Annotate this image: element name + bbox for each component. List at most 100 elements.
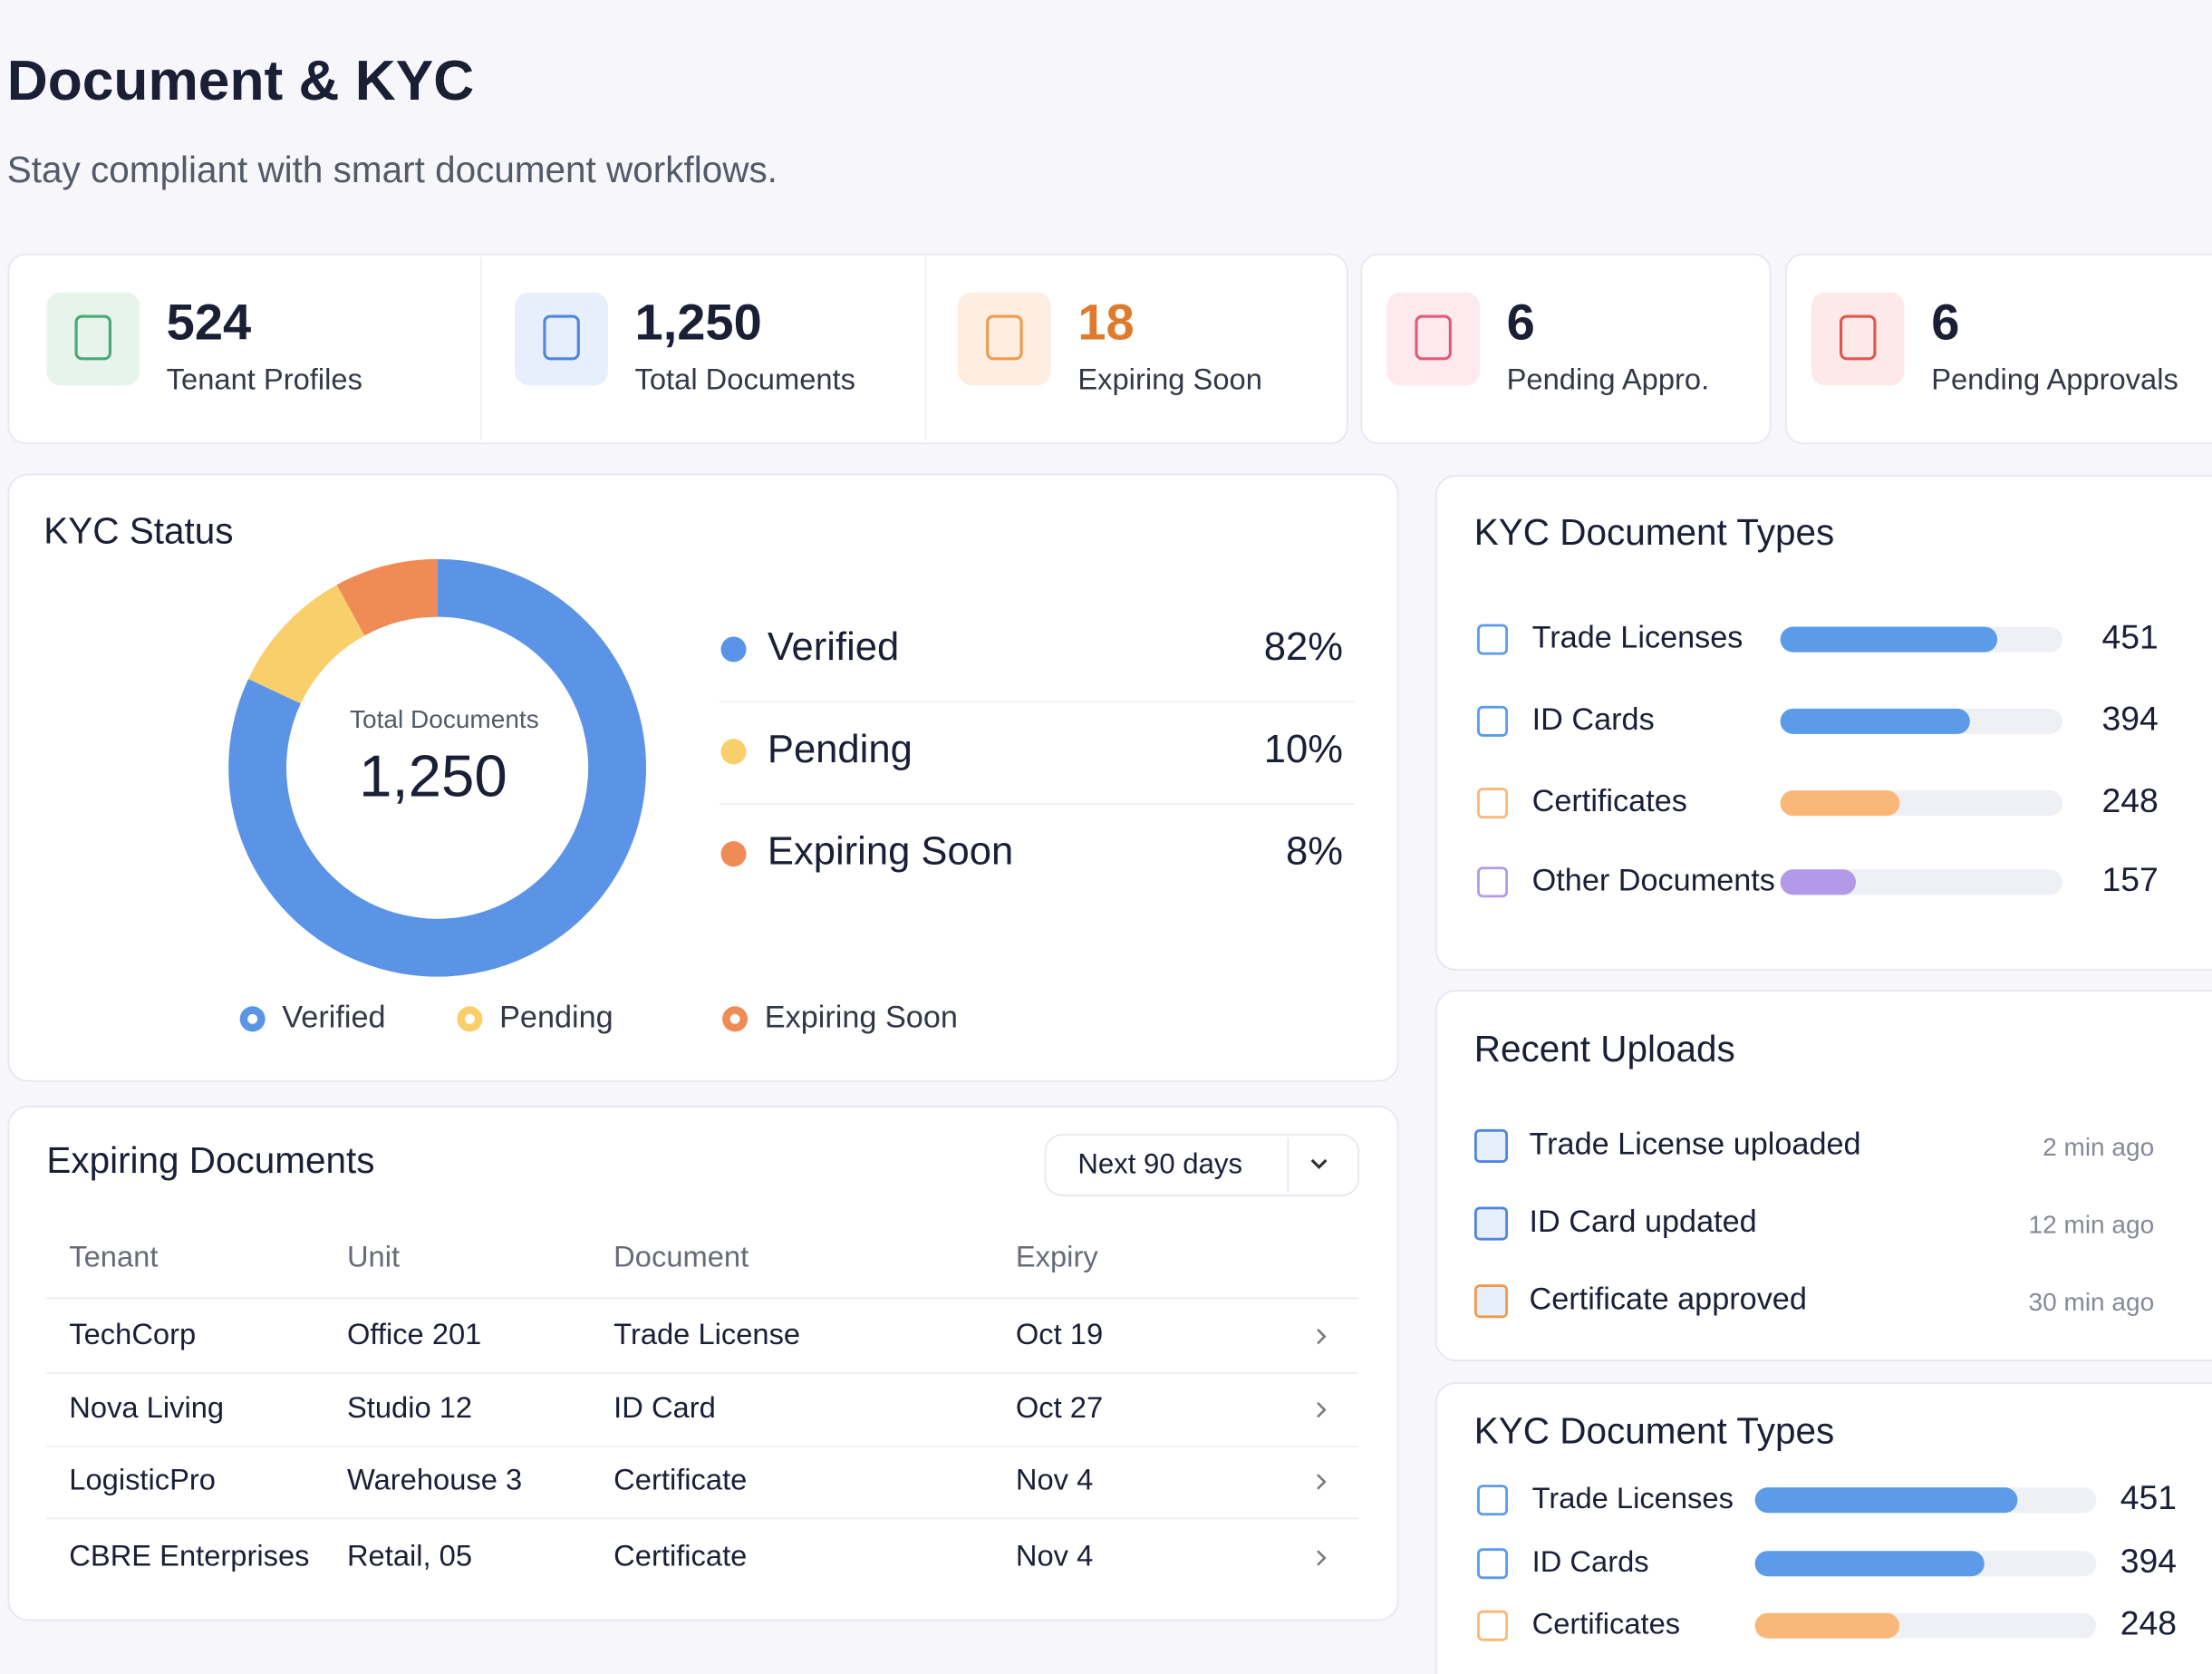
legend-value: 10% [1264,728,1343,771]
stat-icon-bg [515,292,608,386]
upload-text: ID Card updated [1530,1205,1757,1239]
stat-icon [986,314,1023,361]
column-header: Expiry [1016,1240,1098,1273]
doc-type-value: 248 [2120,1604,2177,1642]
legend-name: Pending [768,728,913,771]
card-title: KYC Status [43,509,233,551]
doc-type-name: Other Documents [1532,863,1775,897]
table-cell: ID Card [613,1390,716,1424]
bottom-legend-dot-inner [729,1013,740,1024]
stat-label: Tenant Profiles [167,362,362,395]
stat-icon [74,314,111,361]
donut-segment [248,585,366,705]
table-cell: Oct 19 [1016,1317,1103,1350]
doc-icon [1477,788,1509,819]
bar [1780,708,1970,734]
bottom-legend-name: Expiring Soon [765,1000,958,1034]
upload-icon [1473,1284,1509,1319]
row-chevron[interactable] [1317,1474,1327,1490]
bar [1780,869,1857,895]
doc-type-value: 248 [2101,781,2158,819]
stat-value: 1,250 [635,294,762,351]
legend-dot [720,739,747,765]
donut-segment [228,558,646,977]
bar [1754,1487,2018,1514]
row-chevron[interactable] [1317,1550,1327,1566]
chevron-down [1310,1158,1328,1169]
table-cell: Oct 27 [1016,1390,1103,1424]
filter-label: Next 90 days [1077,1147,1242,1179]
stat-value: 524 [167,294,251,351]
upload-time: 30 min ago [2029,1288,2155,1316]
doc-type-name: ID Cards [1532,1544,1649,1578]
doc-icon [1477,1610,1509,1641]
bar [1780,790,1900,817]
legend-name: Verified [768,625,899,669]
legend-dot [720,841,747,867]
legend-value: 8% [1286,830,1343,874]
bottom-legend-dot-inner [464,1013,475,1024]
legend-name: Expiring Soon [768,830,1013,874]
doc-type-name: Certificates [1532,784,1687,818]
table-cell: CBRE Enterprises [69,1539,309,1572]
column-header: Document [613,1240,749,1273]
donut-center-label: Total Documents [350,705,539,733]
stat-label: Pending Approvals [1931,362,2178,395]
row-chevron[interactable] [1317,1328,1327,1345]
doc-type-name: ID Cards [1532,702,1655,737]
stat-label: Total Documents [635,362,855,395]
column-header: Unit [347,1240,400,1273]
doc-type-name: Trade Licenses [1532,621,1744,655]
stat-icon [1840,314,1877,361]
legend-dot [720,636,747,663]
doc-type-name: Trade Licenses [1532,1481,1734,1514]
stat-value: 18 [1077,294,1134,351]
card-title: Expiring Documents [46,1139,374,1181]
doc-type-value: 157 [2101,860,2158,898]
table-cell: Nov 4 [1016,1463,1093,1496]
doc-type-value: 451 [2120,1478,2177,1516]
table-cell: Warehouse 3 [347,1463,522,1496]
stat-icon-bg [958,292,1051,386]
page-title: Document & KYC [7,50,474,112]
donut-segment [336,558,439,636]
table-cell: Trade License [613,1317,800,1350]
upload-icon [1473,1206,1509,1241]
upload-icon [1473,1128,1509,1163]
bottom-legend-name: Verified [282,1000,385,1034]
upload-text: Trade License uploaded [1530,1127,1861,1161]
stat-icon-bg [46,292,140,386]
row-chevron[interactable] [1317,1401,1327,1418]
table-cell: Certificate [613,1463,747,1496]
upload-time: 12 min ago [2029,1211,2155,1239]
doc-types-card-2 [1434,1382,2212,1674]
card-title: KYC Document Types [1474,1410,1834,1452]
doc-icon [1477,1548,1509,1580]
doc-icon [1477,705,1509,737]
card-title: Recent Uploads [1474,1028,1735,1069]
doc-icon [1477,1485,1509,1516]
donut-center-value: 1,250 [359,742,507,808]
legend-value: 82% [1264,625,1343,669]
stat-icon-bg [1386,292,1481,386]
stat-icon-bg [1811,292,1905,386]
upload-time: 2 min ago [2043,1133,2154,1161]
expiring-card [7,1105,1399,1621]
stat-value: 6 [1931,294,1959,351]
bar [1754,1551,1985,1577]
table-cell: Nov 4 [1016,1539,1093,1572]
table-cell: Studio 12 [347,1390,472,1424]
upload-text: Certificate approved [1530,1282,1807,1317]
kyc-status-card [7,473,1399,1082]
stat-label: Pending Appro. [1507,362,1710,395]
recent-uploads-card [1434,990,2212,1361]
bar [1780,626,1998,653]
doc-icon [1477,624,1509,655]
bar [1754,1612,1899,1639]
filter-dropdown[interactable] [1044,1134,1359,1196]
doc-type-name: Certificates [1532,1606,1680,1640]
page-subtitle: Stay compliant with smart document workf… [7,149,778,190]
table-cell: Certificate [613,1539,747,1572]
